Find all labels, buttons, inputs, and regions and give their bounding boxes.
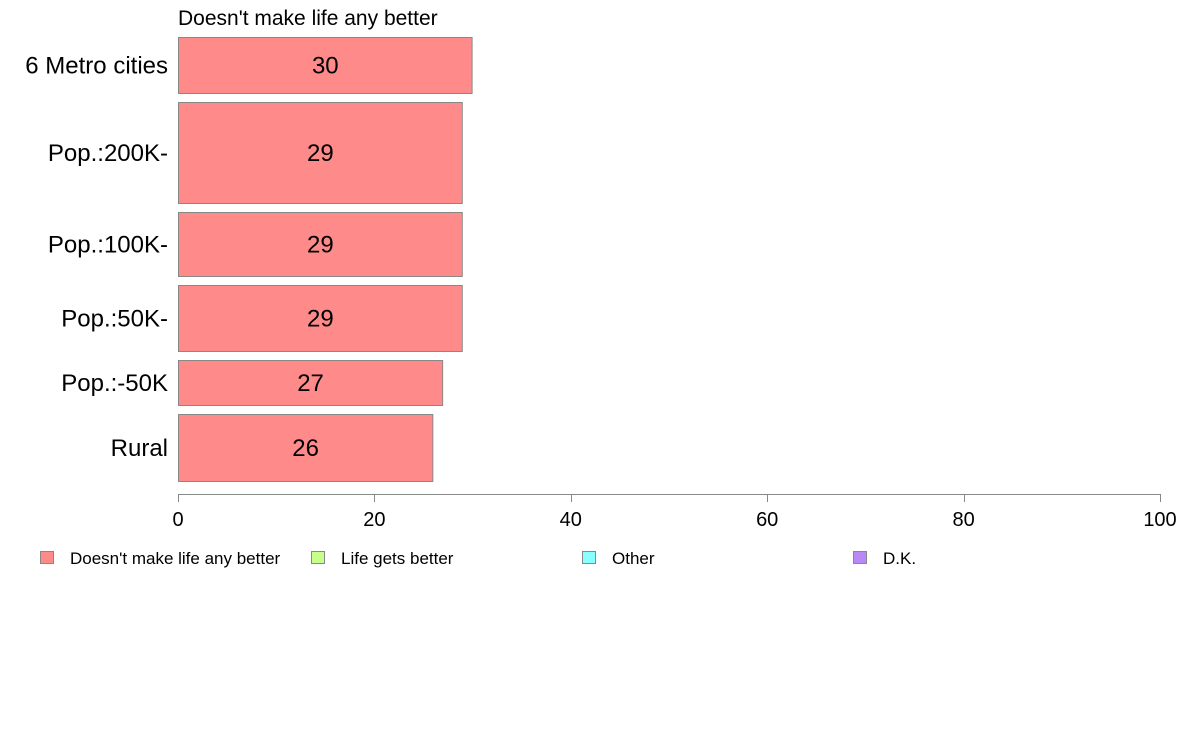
- x-axis: 0 20 40 60 80 100: [172, 494, 1177, 531]
- bar: [178, 102, 463, 204]
- category-label: Pop.:200K-: [48, 140, 168, 167]
- legend-swatch: [40, 551, 54, 564]
- bar: [178, 414, 434, 482]
- bar: [178, 212, 463, 277]
- legend: Doesn't make life any better Life gets be…: [40, 549, 916, 568]
- legend-label: Doesn't make life any better: [70, 549, 281, 568]
- bar-value-label: 29: [307, 306, 334, 333]
- chart-title: Doesn't make life any better: [178, 7, 438, 30]
- bars-group: 30 6 Metro cities 29 Pop.:200K- 29 Pop.:100K-…: [25, 37, 473, 482]
- legend-swatch: [311, 551, 325, 564]
- x-tick-label: 100: [1143, 509, 1176, 531]
- bar-value-label: 27: [297, 370, 324, 397]
- legend-label: Life gets better: [341, 549, 454, 568]
- bar-value-label: 29: [307, 232, 334, 259]
- bar-value-label: 29: [307, 140, 334, 167]
- bar: [178, 285, 463, 352]
- x-tick-label: 40: [560, 509, 582, 531]
- category-label: Pop.:-50K: [61, 370, 168, 397]
- x-tick-label: 20: [363, 509, 385, 531]
- legend-label: Other: [612, 549, 655, 568]
- bar-value-label: 26: [292, 435, 319, 462]
- bar: [178, 37, 473, 94]
- legend-swatch: [582, 551, 596, 564]
- category-label: Rural: [111, 435, 168, 462]
- category-label: Pop.:100K-: [48, 232, 168, 259]
- legend-swatch: [853, 551, 867, 564]
- category-label: 6 Metro cities: [25, 53, 168, 80]
- legend-label: D.K.: [883, 549, 916, 568]
- x-tick-label: 60: [756, 509, 778, 531]
- x-tick-label: 80: [952, 509, 974, 531]
- bar: [178, 360, 444, 406]
- bar-value-label: 30: [312, 53, 339, 80]
- category-label: Pop.:50K-: [61, 306, 168, 333]
- x-tick-label: 0: [172, 509, 183, 531]
